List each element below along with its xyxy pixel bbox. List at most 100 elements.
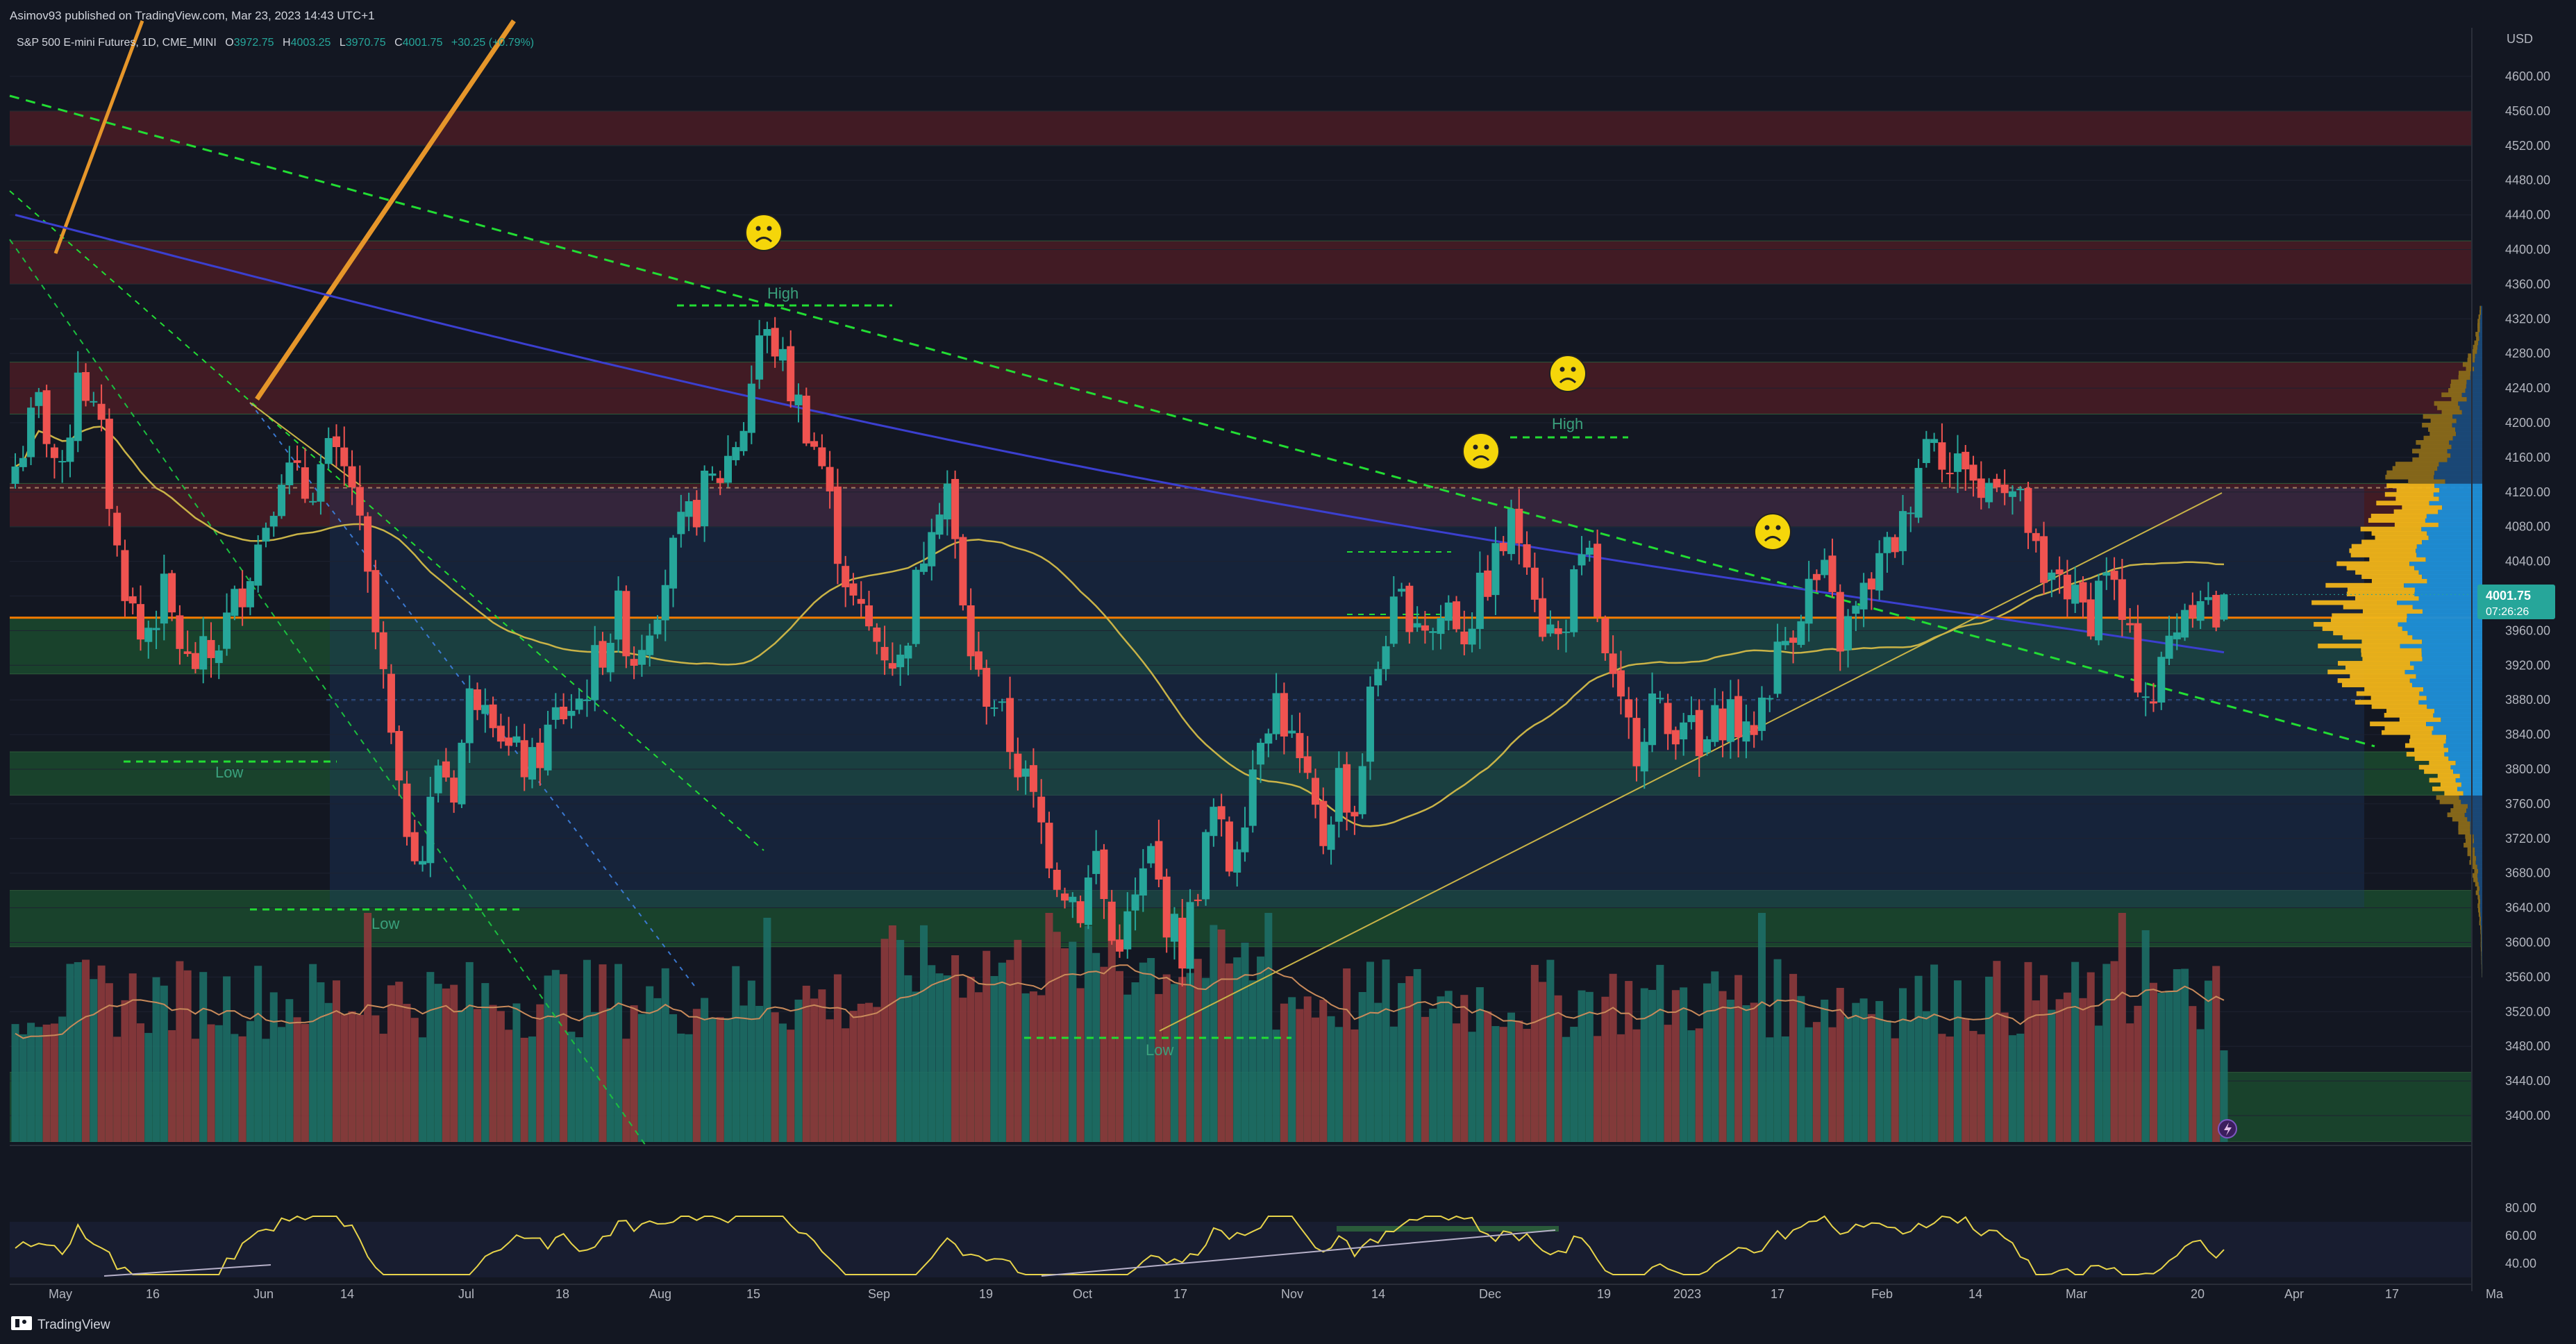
candle-body [2032,532,2040,541]
candle-body [1405,585,1414,632]
supply-zone [10,241,2472,285]
candle [974,632,982,677]
price-tick-label: 3520.00 [2505,1005,2550,1018]
profile-bar-buy [2458,371,2470,376]
sad-face-eye [1473,444,1478,450]
profile-bar-buy [2410,734,2447,739]
profile-bar-buy [2479,310,2482,315]
profile-bar-sell [2478,882,2482,887]
candle-body [1374,669,1382,686]
candlestick-series[interactable] [11,317,2473,987]
profile-bar-buy [2406,752,2445,757]
volume-bar [763,917,771,1142]
sad-face-eye [1484,444,1489,450]
profile-bar-sell [2444,752,2482,757]
candle-body [356,487,364,516]
time-tick-label: Apr [2284,1287,2304,1301]
candle [191,641,199,673]
lightning-icon[interactable] [2218,1119,2237,1139]
volume-bar [692,1009,701,1142]
profile-bar-sell [2452,414,2482,419]
candle-body [1475,572,1484,629]
candle-body [176,615,184,649]
candle-body [1076,901,1085,923]
profile-bar-sell [2466,396,2482,402]
volume-bar [1680,987,1688,1142]
volume-bar [387,985,395,1142]
rsi-line [15,1215,2225,1275]
candle-body [880,646,889,661]
candle [1907,506,1915,532]
volume-bar [606,1008,614,1142]
time-tick-label: 17 [1771,1287,1784,1301]
volume-bar [2071,961,2080,1142]
candle-body [293,460,301,463]
profile-bar-buy [2330,617,2407,623]
volume-bar [1875,1000,1884,1142]
candle-body [2212,594,2220,628]
tradingview-logo[interactable]: TradingView [11,1316,110,1332]
candle-body [990,707,998,709]
candle [90,392,98,407]
profile-bar-sell [2456,418,2482,423]
candle [661,569,669,641]
candle [560,693,568,725]
candle-body [1092,850,1101,874]
candle [160,555,168,641]
volume-bar [1969,1031,1977,1142]
candle [97,384,106,432]
time-tick-label: 19 [979,1287,993,1301]
candle [880,625,889,675]
profile-bar-buy [2471,348,2477,354]
profile-bar-buy [2343,604,2413,610]
candle [794,383,803,423]
candle-body [2181,610,2189,638]
volume-bar [2095,1025,2103,1142]
volume-bar [622,1039,630,1142]
profile-bar-buy [2476,336,2479,341]
candle [1781,627,1789,650]
sad-face-icon [745,214,783,251]
candle-body [231,589,239,616]
candle-body [919,563,928,572]
time-tick-label: 2023 [1673,1287,1701,1301]
candle [66,424,74,478]
volume-bar [708,1018,717,1142]
candle-body [19,457,27,467]
profile-bar-buy [2440,782,2461,787]
candle-body [560,706,568,720]
volume-bar [2063,992,2071,1142]
candle [630,646,638,680]
candle [1914,458,1923,523]
volume-bar [1922,1011,1930,1142]
volume-bar [1570,1027,1578,1142]
volume-bar [1350,1029,1359,1142]
candle-body [661,585,669,621]
candle-body [238,588,246,607]
candle-body [215,650,223,664]
candle-body [928,532,936,566]
candle [1812,569,1821,592]
candle [1280,682,1288,755]
price-tick-label: 3720.00 [2505,832,2550,846]
profile-bar-sell [2447,448,2482,454]
candle-body [2173,632,2181,639]
profile-bar-buy [2370,721,2427,727]
volume-bar [1413,968,1421,1142]
volume-bar [2189,1006,2197,1142]
candle [2048,569,2056,598]
volume-bar [11,1024,19,1142]
candle-body [849,583,858,596]
volume-bar [544,975,552,1142]
low-label-jun: Low [215,764,243,781]
volume-bar [583,959,591,1142]
candle [496,714,505,749]
volume-bar [1499,1027,1507,1142]
candle [1029,748,1037,808]
candle [113,505,122,557]
volume-bar [1750,1002,1758,1142]
volume-bar [1343,968,1351,1142]
candle [1938,423,1946,482]
profile-bar-buy [2364,687,2424,692]
